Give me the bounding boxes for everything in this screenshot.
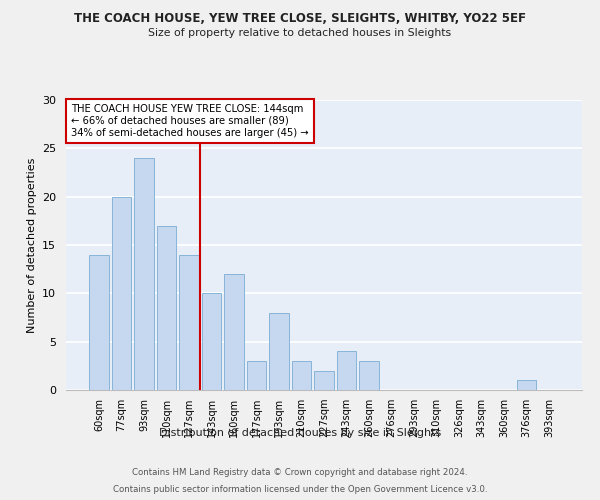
Y-axis label: Number of detached properties: Number of detached properties [26,158,37,332]
Bar [337,352,356,390]
Text: THE COACH HOUSE, YEW TREE CLOSE, SLEIGHTS, WHITBY, YO22 5EF: THE COACH HOUSE, YEW TREE CLOSE, SLEIGHT… [74,12,526,26]
Bar [134,158,154,390]
Text: Contains public sector information licensed under the Open Government Licence v3: Contains public sector information licen… [113,484,487,494]
Bar [89,254,109,390]
Bar [359,361,379,390]
Bar [517,380,536,390]
Text: Size of property relative to detached houses in Sleights: Size of property relative to detached ho… [148,28,452,38]
Bar [179,254,199,390]
Bar [202,294,221,390]
Bar [224,274,244,390]
Bar [314,370,334,390]
Bar [247,361,266,390]
Bar [269,312,289,390]
Bar [157,226,176,390]
Text: Contains HM Land Registry data © Crown copyright and database right 2024.: Contains HM Land Registry data © Crown c… [132,468,468,477]
Bar [292,361,311,390]
Bar [112,196,131,390]
Text: THE COACH HOUSE YEW TREE CLOSE: 144sqm
← 66% of detached houses are smaller (89): THE COACH HOUSE YEW TREE CLOSE: 144sqm ←… [71,104,309,138]
Text: Distribution of detached houses by size in Sleights: Distribution of detached houses by size … [159,428,441,438]
